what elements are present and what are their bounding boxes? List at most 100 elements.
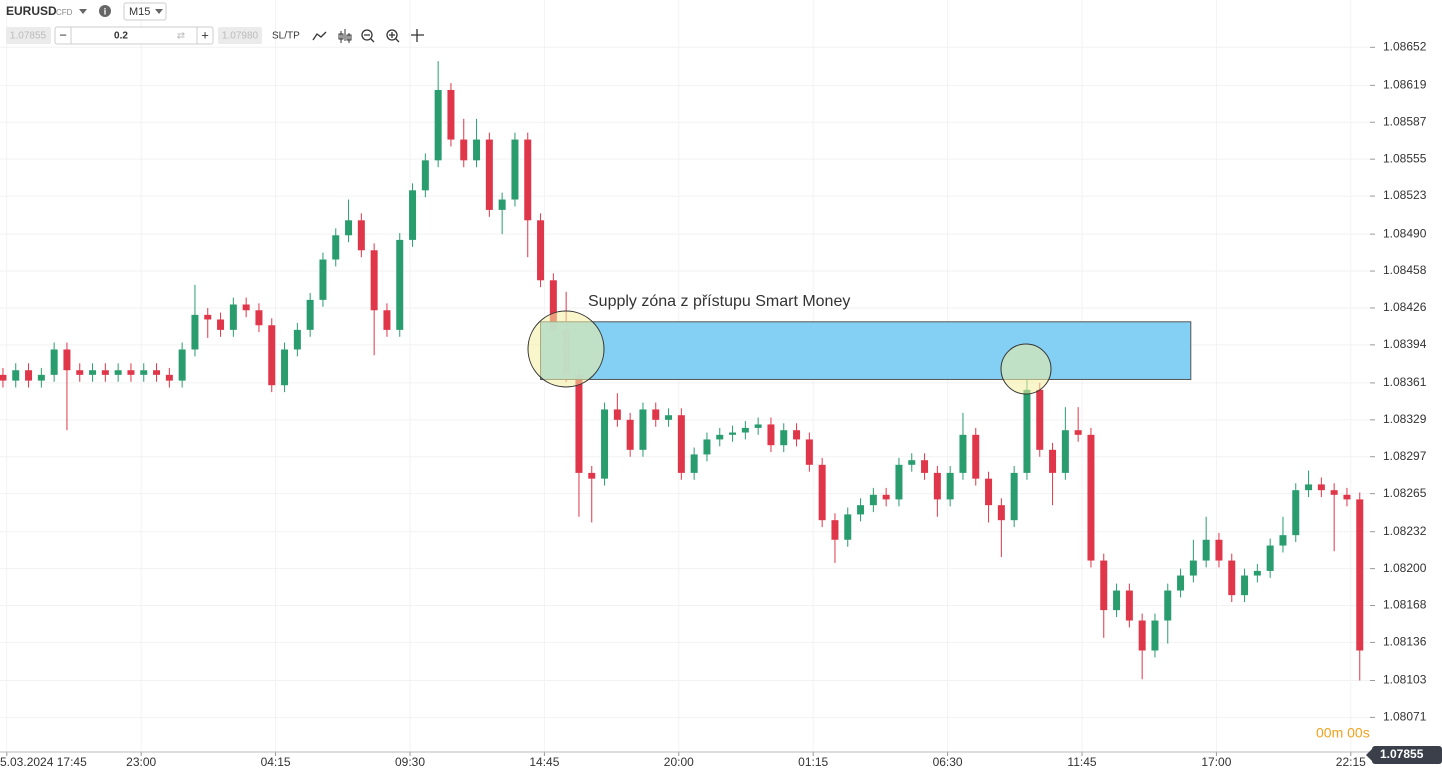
candle-body bbox=[921, 460, 929, 473]
volume-plus[interactable]: + bbox=[201, 27, 209, 42]
candle-body bbox=[626, 419, 634, 450]
y-tick-label: 1.08136 bbox=[1383, 635, 1427, 649]
y-tick-label: 1.08265 bbox=[1383, 486, 1427, 500]
candle-body bbox=[434, 89, 442, 161]
candle-body bbox=[153, 370, 161, 375]
x-tick-label: 22:15 bbox=[1336, 755, 1366, 769]
candle-body bbox=[549, 280, 557, 330]
zoom-in-icon[interactable] bbox=[386, 29, 398, 41]
candle-body bbox=[1305, 484, 1313, 491]
volume-minus[interactable]: − bbox=[59, 27, 67, 42]
y-tick-label: 1.08587 bbox=[1383, 114, 1427, 128]
sltp-button[interactable]: SL/TP bbox=[272, 31, 300, 42]
candle-body bbox=[1317, 484, 1325, 491]
line-chart-icon[interactable] bbox=[312, 31, 327, 41]
candle-body bbox=[332, 235, 340, 260]
candle-body bbox=[780, 430, 788, 446]
candle-body bbox=[12, 370, 20, 381]
y-tick-label: 1.08071 bbox=[1383, 710, 1427, 724]
candle-body bbox=[703, 439, 711, 455]
candle-body bbox=[383, 310, 391, 330]
info-icon[interactable] bbox=[99, 5, 111, 17]
candle-body bbox=[1113, 590, 1121, 611]
highlight-circle bbox=[527, 310, 605, 388]
x-tick-label: 04:15 bbox=[261, 755, 291, 769]
x-tick-label: 06:30 bbox=[933, 755, 963, 769]
candle-body bbox=[985, 478, 993, 506]
y-tick-label: 1.08297 bbox=[1383, 449, 1427, 463]
y-tick-label: 1.08652 bbox=[1383, 39, 1427, 53]
candle-body bbox=[306, 299, 314, 330]
symbol-dropdown[interactable] bbox=[79, 9, 87, 14]
volume[interactable]: 0.2 bbox=[114, 31, 128, 42]
candle-body bbox=[485, 139, 493, 210]
candle-body bbox=[729, 432, 737, 435]
candle-body bbox=[1241, 575, 1249, 596]
x-tick-label: 09:30 bbox=[395, 755, 425, 769]
candle-body bbox=[639, 409, 647, 450]
y-tick-label: 1.08200 bbox=[1383, 561, 1427, 575]
info-glyph: i bbox=[104, 6, 107, 16]
candle-body bbox=[895, 464, 903, 500]
crosshair-icon[interactable] bbox=[411, 29, 424, 42]
y-tick-label: 1.08523 bbox=[1383, 188, 1427, 202]
y-tick-label: 1.08329 bbox=[1383, 412, 1427, 426]
candle-body bbox=[421, 160, 429, 191]
candle-body bbox=[908, 460, 916, 465]
y-tick-label: 1.08168 bbox=[1383, 598, 1427, 612]
zoom-in-glyph bbox=[389, 32, 400, 43]
y-tick-label: 1.08555 bbox=[1383, 151, 1427, 165]
candle-body bbox=[1164, 590, 1172, 621]
x-tick-label: 5.03.2024 17:45 bbox=[0, 755, 87, 769]
sell-box[interactable] bbox=[6, 27, 51, 44]
x-tick-label: 01:15 bbox=[798, 755, 828, 769]
x-tick-label: 11:45 bbox=[1067, 755, 1096, 769]
zoom-out-icon[interactable] bbox=[361, 29, 373, 41]
candle-body bbox=[588, 472, 596, 479]
candle-body bbox=[1074, 430, 1082, 435]
y-tick-label: 1.08619 bbox=[1383, 78, 1427, 92]
candle-body bbox=[293, 329, 301, 350]
candle-body bbox=[716, 434, 724, 440]
candle-body bbox=[767, 424, 775, 446]
candle-body bbox=[1228, 560, 1236, 596]
candle-body bbox=[101, 370, 109, 375]
candle-body bbox=[498, 199, 506, 210]
candle-body bbox=[1151, 620, 1159, 651]
candle-body bbox=[447, 89, 455, 140]
candle-body bbox=[409, 190, 417, 240]
candle-body bbox=[89, 370, 97, 375]
x-tick-label: 20:00 bbox=[664, 755, 694, 769]
y-tick-label: 1.08490 bbox=[1383, 226, 1427, 240]
timeframe-box[interactable] bbox=[123, 2, 167, 21]
candle-body bbox=[127, 370, 135, 375]
zone-label: Supply zóna z přístupu Smart Money bbox=[588, 293, 850, 310]
y-tick-label: 1.08232 bbox=[1383, 524, 1427, 538]
candle-body bbox=[0, 374, 7, 381]
timeframe: M15 bbox=[129, 6, 150, 18]
symbol-type: CFD bbox=[56, 8, 73, 17]
candle-body bbox=[1087, 434, 1095, 561]
candle-body bbox=[601, 409, 609, 479]
swap-icon[interactable]: ⇄ bbox=[177, 31, 185, 42]
candle-body bbox=[1356, 499, 1364, 651]
candle-body bbox=[997, 505, 1005, 521]
candle-body bbox=[1215, 539, 1223, 561]
candle-body bbox=[1292, 490, 1300, 536]
candle-body bbox=[613, 409, 621, 420]
y-tick-label: 1.08361 bbox=[1383, 375, 1427, 389]
timer: 00m 00s bbox=[1316, 725, 1370, 741]
candle-body bbox=[1036, 389, 1044, 450]
buy-box[interactable] bbox=[218, 27, 262, 44]
volume-box bbox=[54, 26, 214, 45]
x-tick-label: 17:00 bbox=[1201, 755, 1231, 769]
candle-body bbox=[741, 427, 749, 433]
y-tick-label: 1.08458 bbox=[1383, 263, 1427, 277]
candle-body bbox=[345, 220, 353, 236]
candle-body bbox=[805, 439, 813, 465]
candle-icon[interactable] bbox=[338, 29, 352, 43]
symbol[interactable]: EURUSD bbox=[6, 4, 57, 18]
buy-price: 1.07980 bbox=[222, 31, 259, 42]
candle-body bbox=[754, 424, 762, 428]
